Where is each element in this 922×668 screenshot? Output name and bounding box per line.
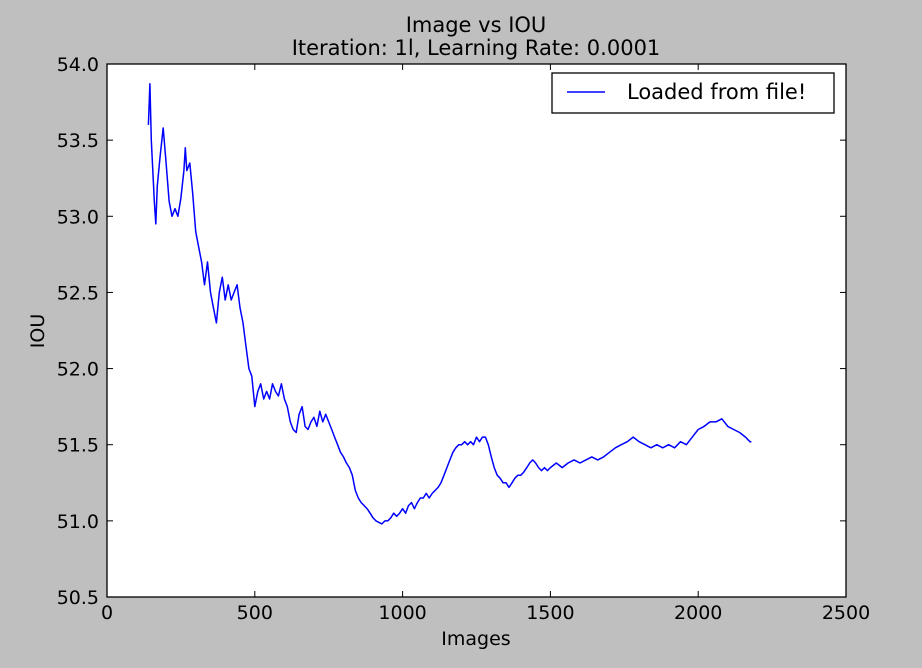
x-tick-label: 1500 — [526, 602, 574, 624]
y-tick-label: 54.0 — [57, 54, 99, 76]
legend-label: Loaded from file! — [627, 80, 806, 104]
y-tick-label: 53.5 — [57, 130, 99, 152]
y-tick-label: 51.0 — [57, 511, 99, 533]
y-tick-label: 52.5 — [57, 282, 99, 304]
x-tick-label: 500 — [237, 602, 273, 624]
y-tick-label: 51.5 — [57, 435, 99, 457]
plot-frame — [106, 63, 847, 598]
axis-ticks: 0 500 1000 1500 2000 2500 50.5 51.0 51.5 52.0 52.5… — [57, 54, 870, 624]
y-tick-label: 52.0 — [57, 359, 99, 381]
x-tick-label: 2000 — [674, 602, 722, 624]
series-line — [147, 83, 752, 525]
x-tick-label: 1000 — [378, 602, 426, 624]
chart-subtitle: Iteration: 1l, Learning Rate: 0.0001 — [292, 36, 661, 60]
chart-title: Image vs IOU — [406, 13, 547, 37]
x-tick-label: 2500 — [822, 602, 870, 624]
plot-area — [107, 64, 846, 597]
x-axis-label: Images — [441, 628, 510, 650]
x-tick-label: 0 — [101, 602, 113, 624]
legend-box — [551, 72, 835, 114]
legend: Loaded from file! — [551, 72, 835, 114]
y-tick-label: 50.5 — [57, 587, 99, 609]
y-tick-label: 53.0 — [57, 206, 99, 228]
series-layer — [147, 83, 752, 525]
y-axis-label: IOU — [27, 314, 49, 348]
